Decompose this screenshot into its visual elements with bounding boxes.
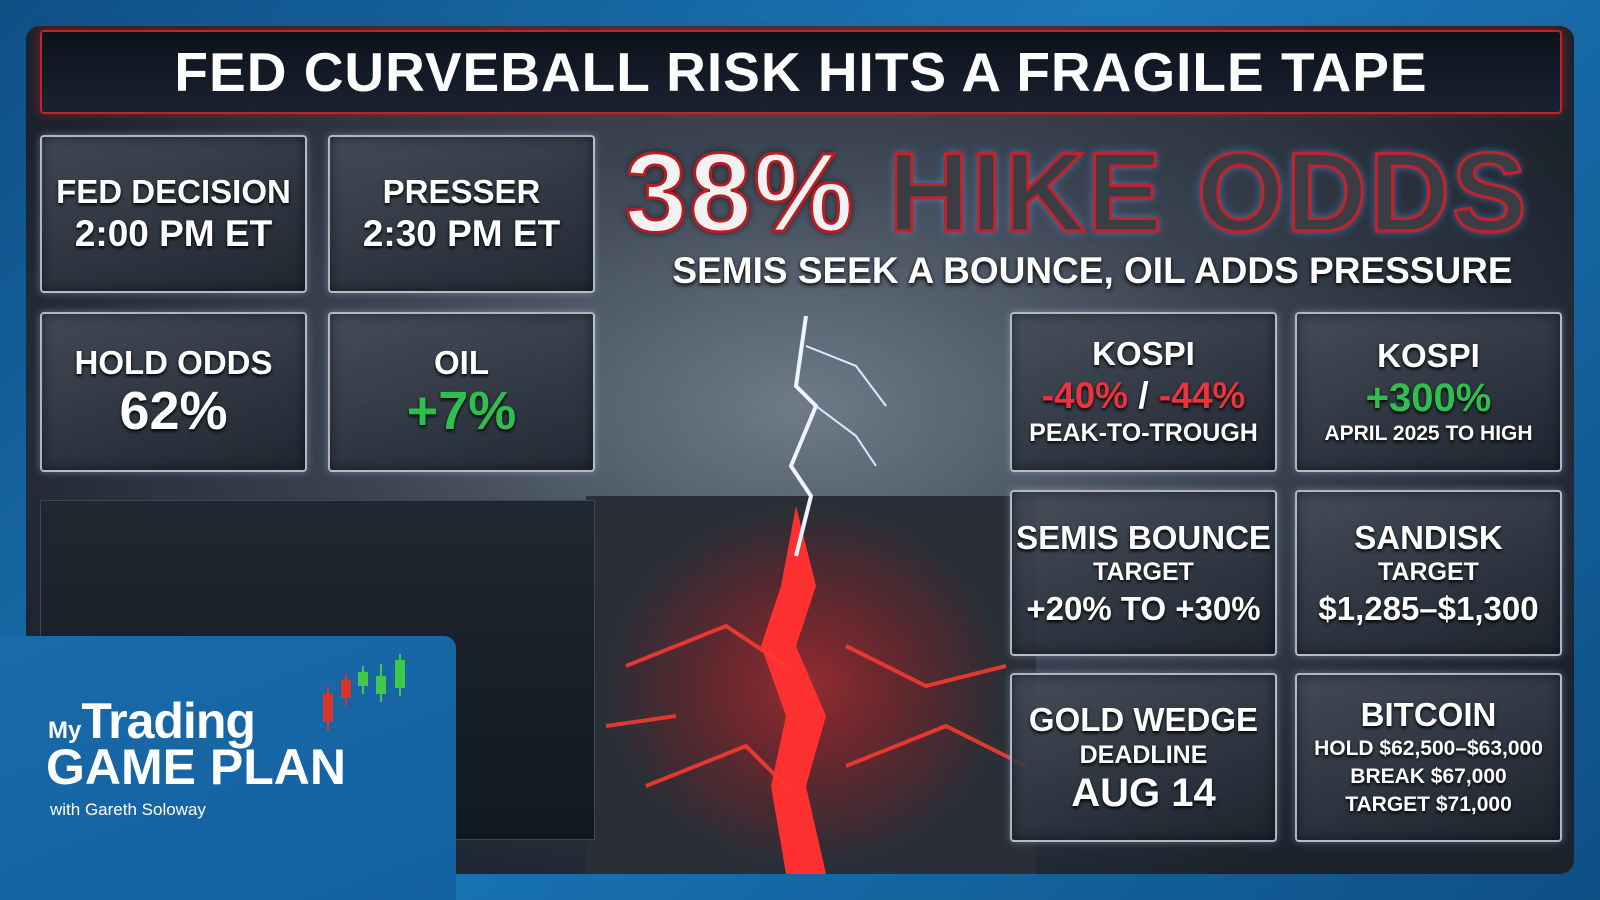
tile-label: GOLD WEDGE [1028, 701, 1259, 739]
tile-value: +7% [406, 381, 517, 442]
logo-candles [323, 654, 405, 731]
tile-value: -44% [1158, 374, 1246, 416]
tile-label: PRESSER [382, 173, 541, 210]
tile-label: OIL [434, 343, 489, 381]
tile-label: SEMIS BOUNCE [1016, 518, 1271, 556]
tile: BITCOIN HOLD $62,500–$63,000 BREAK $67,0… [1295, 673, 1562, 842]
title: FED CURVEBALL RISK HITS A FRAGILE TAPE [174, 41, 1428, 103]
tile: HOLD ODDS 62% [40, 312, 307, 472]
tile: SEMIS BOUNCE TARGET +20% TO +30% [1010, 490, 1277, 656]
tile-value: 62% [119, 381, 228, 442]
tile: GOLD WEDGE DEADLINE AUG 14 [1010, 673, 1277, 842]
title-bar: FED CURVEBALL RISK HITS A FRAGILE TAPE [40, 30, 1562, 114]
tile-value: +300% [1365, 375, 1492, 420]
tile-note: BREAK $67,000 [1350, 765, 1507, 789]
headline-figure: 38% [623, 129, 856, 257]
tile-label: KOSPI [1092, 335, 1195, 373]
tile-note: HOLD $62,500–$63,000 [1314, 736, 1543, 760]
tile-label: KOSPI [1377, 337, 1480, 375]
tile: SANDISK TARGET $1,285–$1,300 [1295, 490, 1562, 656]
storm-art [586, 315, 1036, 874]
logo-product: GAME PLAN [46, 739, 346, 795]
logo-prefix: My [48, 717, 82, 744]
tile: KOSPI -40% / -44% PEAK-TO-TROUGH [1010, 312, 1277, 472]
subtitle: SEMIS SEEK A BOUNCE, OIL ADDS PRESSURE [672, 250, 1513, 291]
tile: PRESSER 2:30 PM ET [328, 135, 595, 293]
tile-note: PEAK-TO-TROUGH [1029, 419, 1258, 448]
tile-value: 2:00 PM ET [74, 212, 273, 254]
logo: MyTrading GAME PLAN with Gareth Soloway [0, 636, 456, 900]
tile-label: BITCOIN [1360, 696, 1497, 734]
tile-label: SANDISK [1354, 518, 1503, 556]
tile-value: -40% [1041, 374, 1129, 416]
tile-value: 2:30 PM ET [362, 212, 561, 254]
tile-label: HOLD ODDS [74, 343, 273, 381]
tile: KOSPI +300% APRIL 2025 TO HIGH [1295, 312, 1562, 472]
tile-value: +20% TO +30% [1026, 589, 1261, 627]
tile: FED DECISION 2:00 PM ET [40, 135, 307, 293]
tile-note: APRIL 2025 TO HIGH [1324, 421, 1533, 445]
logo-byline: with Gareth Soloway [50, 800, 206, 819]
tile-note: DEADLINE [1079, 740, 1208, 769]
headline-text: HIKE ODDS [887, 129, 1529, 257]
logo-brand: Trading [81, 693, 256, 749]
tile-note: TARGET [1378, 558, 1479, 587]
tile: OIL +7% [328, 312, 595, 472]
tile-note: TARGET [1093, 558, 1194, 587]
headline: 38% HIKE ODDS [623, 128, 1565, 257]
tile-value: $1,285–$1,300 [1318, 589, 1539, 627]
tile-note: TARGET $71,000 [1345, 793, 1512, 817]
separator: / [1138, 374, 1149, 416]
tile-label: FED DECISION [56, 173, 291, 210]
tile-value: AUG 14 [1071, 770, 1216, 815]
